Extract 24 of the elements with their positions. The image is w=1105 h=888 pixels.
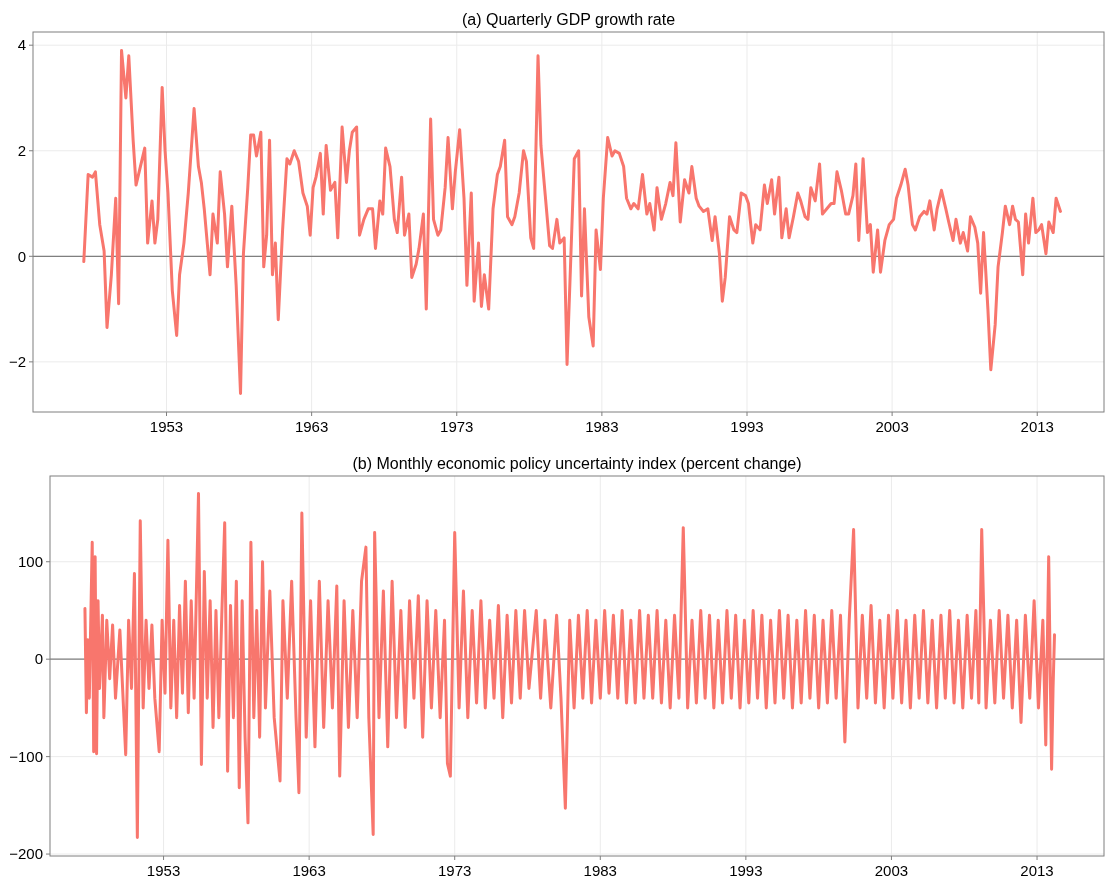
- chart-title: (a) Quarterly GDP growth rate: [461, 11, 676, 28]
- x-tick-label: 1963: [294, 418, 329, 435]
- x-tick-label: 1973: [438, 862, 472, 879]
- x-tick-label: 1973: [440, 418, 474, 435]
- y-tick-label: 0: [17, 247, 26, 265]
- y-tick-label: −200: [9, 845, 43, 863]
- y-tick-label: 100: [17, 552, 43, 570]
- y-tick-label: 2: [17, 142, 26, 159]
- x-tick-label: 2013: [1020, 862, 1054, 879]
- y-tick-label: −100: [9, 747, 43, 765]
- y-tick-label: 4: [17, 36, 26, 54]
- x-tick-label: 1983: [585, 418, 619, 435]
- y-tick-label: −2: [8, 353, 26, 371]
- x-tick-label: 1993: [729, 862, 763, 879]
- x-tick-label: 1953: [149, 418, 184, 435]
- x-tick-label: 1983: [583, 862, 617, 879]
- x-tick-label: 1963: [292, 862, 326, 879]
- x-tick-label: 2003: [874, 862, 909, 879]
- x-tick-label: 1993: [730, 418, 764, 435]
- x-tick-label: 2003: [875, 418, 909, 435]
- x-tick-label: 2013: [1020, 418, 1054, 435]
- x-tick-label: 1953: [146, 862, 181, 879]
- y-tick-label: 0: [34, 650, 43, 668]
- chart-title: (b) Monthly economic policy uncertainty index (percent change): [352, 455, 802, 472]
